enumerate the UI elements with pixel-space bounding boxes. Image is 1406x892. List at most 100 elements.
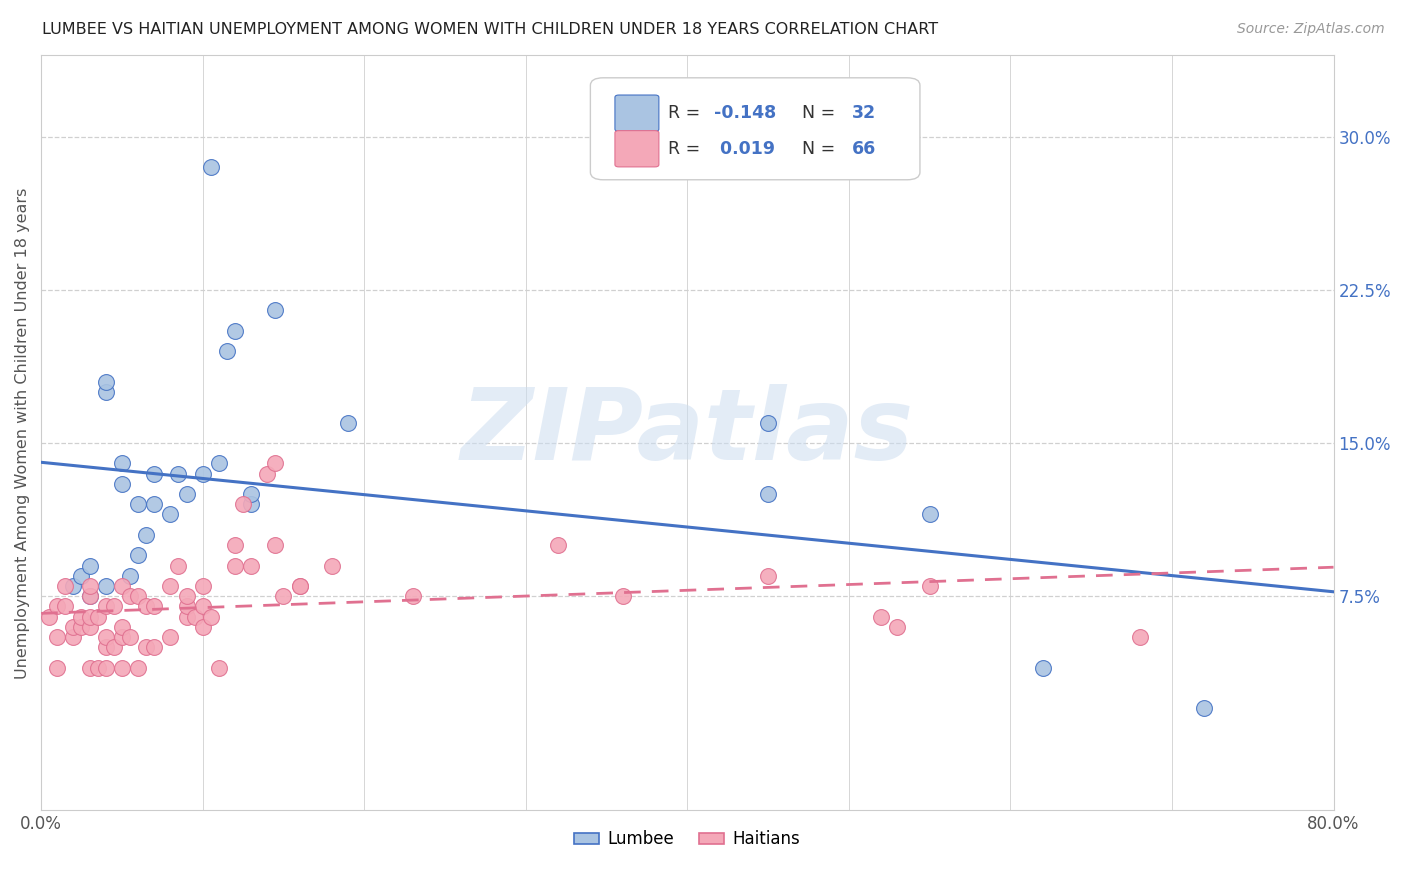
Point bbox=[94, 599, 117, 614]
Point bbox=[118, 589, 141, 603]
Point bbox=[79, 589, 101, 603]
Text: 66: 66 bbox=[852, 140, 876, 158]
Text: -0.148: -0.148 bbox=[714, 104, 776, 122]
Point bbox=[547, 538, 569, 552]
Point bbox=[176, 609, 198, 624]
FancyBboxPatch shape bbox=[591, 78, 920, 180]
Point bbox=[1032, 660, 1054, 674]
Point bbox=[143, 599, 166, 614]
Point bbox=[103, 640, 125, 655]
Point bbox=[1129, 630, 1152, 644]
Point bbox=[79, 609, 101, 624]
Point bbox=[94, 660, 117, 674]
Point bbox=[103, 599, 125, 614]
Point bbox=[240, 558, 263, 573]
Text: LUMBEE VS HAITIAN UNEMPLOYMENT AMONG WOMEN WITH CHILDREN UNDER 18 YEARS CORRELAT: LUMBEE VS HAITIAN UNEMPLOYMENT AMONG WOM… bbox=[42, 22, 938, 37]
Point bbox=[62, 620, 84, 634]
Point bbox=[224, 324, 246, 338]
Point bbox=[111, 660, 134, 674]
Point bbox=[127, 549, 149, 563]
Point bbox=[79, 558, 101, 573]
Point bbox=[159, 508, 181, 522]
Point bbox=[127, 497, 149, 511]
Point bbox=[256, 467, 278, 481]
Text: Source: ZipAtlas.com: Source: ZipAtlas.com bbox=[1237, 22, 1385, 37]
Point bbox=[167, 467, 190, 481]
Point bbox=[224, 538, 246, 552]
FancyBboxPatch shape bbox=[614, 95, 659, 131]
Point bbox=[111, 457, 134, 471]
Y-axis label: Unemployment Among Women with Children Under 18 years: Unemployment Among Women with Children U… bbox=[15, 187, 30, 679]
Point bbox=[191, 579, 214, 593]
Point bbox=[159, 630, 181, 644]
Point bbox=[135, 599, 157, 614]
Point bbox=[53, 579, 76, 593]
FancyBboxPatch shape bbox=[614, 130, 659, 167]
Point bbox=[53, 599, 76, 614]
Point bbox=[70, 620, 93, 634]
Point bbox=[38, 609, 60, 624]
Point bbox=[176, 599, 198, 614]
Point bbox=[224, 558, 246, 573]
Point bbox=[167, 558, 190, 573]
Point bbox=[86, 609, 108, 624]
Point bbox=[183, 609, 205, 624]
Point bbox=[208, 660, 231, 674]
Point bbox=[273, 589, 295, 603]
Point bbox=[118, 630, 141, 644]
Point bbox=[70, 609, 93, 624]
Point bbox=[46, 630, 69, 644]
Text: N =: N = bbox=[790, 140, 841, 158]
Point bbox=[337, 416, 360, 430]
Point bbox=[756, 416, 779, 430]
Point bbox=[127, 589, 149, 603]
Point bbox=[46, 599, 69, 614]
Point bbox=[1194, 701, 1216, 715]
Point bbox=[200, 161, 222, 175]
Point bbox=[143, 640, 166, 655]
Text: 32: 32 bbox=[852, 104, 876, 122]
Point bbox=[159, 579, 181, 593]
Text: R =: R = bbox=[668, 140, 706, 158]
Text: R =: R = bbox=[668, 104, 706, 122]
Point bbox=[208, 457, 231, 471]
Point bbox=[118, 568, 141, 582]
Point bbox=[918, 579, 941, 593]
Point bbox=[191, 620, 214, 634]
Point bbox=[46, 660, 69, 674]
Text: ZIPatlas: ZIPatlas bbox=[461, 384, 914, 482]
Point bbox=[240, 497, 263, 511]
Point bbox=[94, 640, 117, 655]
Point bbox=[62, 630, 84, 644]
Point bbox=[288, 579, 311, 593]
Point bbox=[918, 508, 941, 522]
Point bbox=[94, 630, 117, 644]
Point bbox=[79, 579, 101, 593]
Point bbox=[200, 609, 222, 624]
Point bbox=[79, 589, 101, 603]
Point bbox=[870, 609, 893, 624]
Point bbox=[264, 303, 287, 318]
Point bbox=[127, 660, 149, 674]
Point bbox=[191, 599, 214, 614]
Legend: Lumbee, Haitians: Lumbee, Haitians bbox=[568, 823, 807, 855]
Point bbox=[612, 589, 634, 603]
Point bbox=[135, 528, 157, 542]
Point bbox=[94, 579, 117, 593]
Point bbox=[79, 660, 101, 674]
Text: 0.019: 0.019 bbox=[714, 140, 776, 158]
Text: N =: N = bbox=[790, 104, 841, 122]
Point bbox=[191, 467, 214, 481]
Point bbox=[143, 467, 166, 481]
Point bbox=[402, 589, 425, 603]
Point bbox=[232, 497, 254, 511]
Point bbox=[62, 579, 84, 593]
Point bbox=[264, 457, 287, 471]
Point bbox=[111, 630, 134, 644]
Point bbox=[215, 344, 238, 359]
Point bbox=[886, 620, 908, 634]
Point bbox=[94, 375, 117, 389]
Point bbox=[111, 579, 134, 593]
Point bbox=[756, 568, 779, 582]
Point bbox=[111, 476, 134, 491]
